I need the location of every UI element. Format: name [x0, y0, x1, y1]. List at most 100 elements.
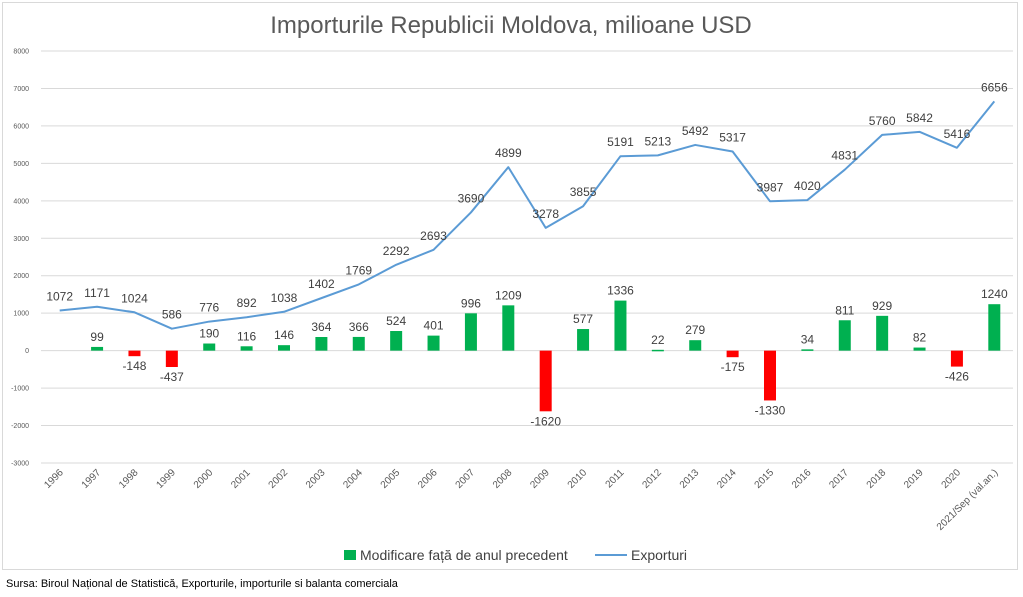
x-tick-label: 2011 [604, 467, 627, 490]
bar [352, 336, 365, 351]
bar [913, 347, 926, 351]
x-tick-label: 2018 [865, 467, 889, 491]
y-tick-label: 2000 [13, 273, 29, 280]
line-labels: 1072 1171 1024 586 776 892 1038 1402 1769 2292 269… [46, 80, 1008, 321]
x-tick-label: 2003 [304, 467, 328, 491]
line-data-label: 1038 [271, 291, 298, 305]
line-data-label: 5492 [682, 124, 709, 138]
bar [651, 349, 664, 352]
chart-frame: Importurile Republicii Moldova, milioane… [2, 2, 1018, 570]
bar-data-label: 996 [461, 296, 481, 310]
bar-data-label: -148 [122, 359, 146, 373]
line-data-label: 3278 [532, 207, 559, 221]
bar [464, 313, 477, 351]
grid-lines [41, 50, 1013, 464]
line-data-label: 5416 [944, 127, 971, 141]
y-tick-label: 1000 [13, 311, 29, 318]
bar-data-label: 811 [835, 303, 854, 317]
x-tick-label: 1999 [154, 467, 178, 491]
bar [502, 305, 515, 351]
x-axis-ticks: 1996 1997 1998 1999 2000 2001 2002 2003 2004 2005… [42, 467, 1000, 533]
x-tick-label: 2019 [902, 467, 926, 491]
y-tick-label: -3000 [11, 461, 29, 468]
line-data-label: 586 [162, 308, 182, 322]
y-tick-label: 0 [25, 348, 29, 355]
x-tick-label: 2002 [267, 467, 291, 491]
x-tick-label: 1997 [80, 467, 104, 491]
bar-data-label: 190 [199, 327, 219, 341]
exports-line [59, 100, 996, 330]
bar-data-label: 82 [913, 331, 927, 345]
line-data-label: 3690 [458, 191, 485, 205]
bar-data-label: 99 [90, 330, 104, 344]
y-tick-label: 7000 [13, 86, 29, 93]
line-data-label: 2693 [420, 229, 447, 243]
bar [950, 350, 963, 367]
bar-data-label: 366 [349, 320, 369, 334]
legend: Modificare față de anul precedent Export… [344, 547, 687, 563]
chart-title: Importurile Republicii Moldova, milioane… [270, 12, 752, 39]
bar-data-label: 1240 [981, 287, 1008, 301]
line-data-label: 3987 [757, 180, 784, 194]
y-tick-label: 3000 [13, 236, 29, 243]
bar-data-label: 1336 [607, 284, 634, 298]
line-series [59, 100, 996, 330]
bar [165, 350, 178, 368]
bar [539, 350, 552, 412]
bar [764, 350, 776, 401]
x-tick-label: 2020 [940, 467, 964, 491]
bar-data-label: 22 [651, 333, 665, 347]
bar [577, 329, 590, 351]
y-axis-ticks: -3000 -2000 -1000 0 1000 2000 3000 4000 5000 6000… [11, 49, 29, 468]
bar-data-label: -1330 [755, 403, 786, 417]
line-data-label: 3855 [570, 185, 597, 199]
bar-data-label: 577 [573, 312, 593, 326]
line-data-label: 4020 [794, 179, 821, 193]
bar-data-label: -175 [721, 360, 745, 374]
x-tick-label: 2009 [528, 467, 552, 491]
x-tick-label: 2015 [753, 467, 777, 491]
line-data-label: 1171 [84, 286, 110, 300]
bar-labels: 99 -148 -437 190 116 146 364 366 524 401 996 1209 -1… [90, 284, 1008, 429]
x-tick-label: 2006 [416, 467, 440, 491]
bar-data-label: -1620 [530, 414, 561, 428]
x-tick-label: 2016 [790, 467, 814, 491]
x-tick-label: 2005 [379, 467, 403, 491]
x-tick-label: 2013 [678, 467, 702, 491]
line-data-label: 1402 [308, 277, 335, 291]
bar-data-label: 279 [685, 323, 705, 337]
x-tick-label: 2004 [341, 467, 365, 491]
line-data-label: 5842 [906, 111, 933, 125]
bar [838, 320, 851, 351]
x-tick-label: 2012 [640, 467, 664, 491]
line-data-label: 5760 [869, 114, 896, 128]
x-tick-label: 2008 [491, 467, 515, 491]
x-tick-label: 1998 [117, 467, 141, 491]
bar [128, 350, 141, 357]
x-tick-label: 2001 [229, 467, 253, 491]
y-tick-label: -2000 [11, 423, 29, 430]
bar-data-label: 116 [237, 329, 256, 343]
y-tick-label: 5000 [13, 161, 29, 168]
bar [315, 337, 328, 351]
x-tick-label: 2014 [715, 467, 739, 491]
y-tick-label: 4000 [13, 198, 29, 205]
bar [988, 304, 1001, 351]
legend-bar-swatch [344, 550, 356, 560]
bar [203, 343, 216, 351]
x-tick-label: 2007 [454, 467, 478, 491]
x-tick-label: 1996 [42, 467, 66, 491]
bar [614, 300, 627, 351]
legend-bar-label: Modificare față de anul precedent [360, 547, 568, 563]
bar-data-label: 929 [872, 299, 892, 313]
line-data-label: 4899 [495, 146, 522, 160]
line-data-label: 5213 [644, 134, 671, 148]
bar [240, 346, 253, 351]
x-tick-label: 2017 [827, 467, 851, 491]
bar-data-label: 1209 [495, 288, 522, 302]
line-data-label: 1024 [121, 291, 148, 305]
x-tick-label: 2000 [192, 467, 216, 491]
bar-data-label: 34 [801, 332, 815, 346]
x-tick-label: 2010 [566, 467, 590, 491]
y-tick-label: 6000 [13, 123, 29, 130]
